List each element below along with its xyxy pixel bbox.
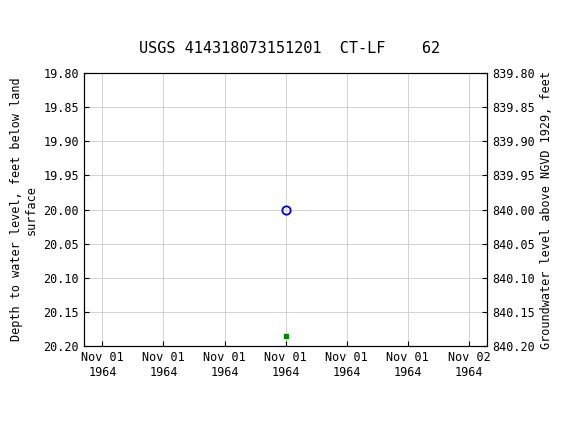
Text: USGS 414318073151201  CT-LF    62: USGS 414318073151201 CT-LF 62: [139, 41, 441, 56]
Y-axis label: Depth to water level, feet below land
surface: Depth to water level, feet below land su…: [10, 78, 38, 341]
Text: ▒USGS: ▒USGS: [7, 9, 66, 30]
Y-axis label: Groundwater level above NGVD 1929, feet: Groundwater level above NGVD 1929, feet: [541, 71, 553, 349]
